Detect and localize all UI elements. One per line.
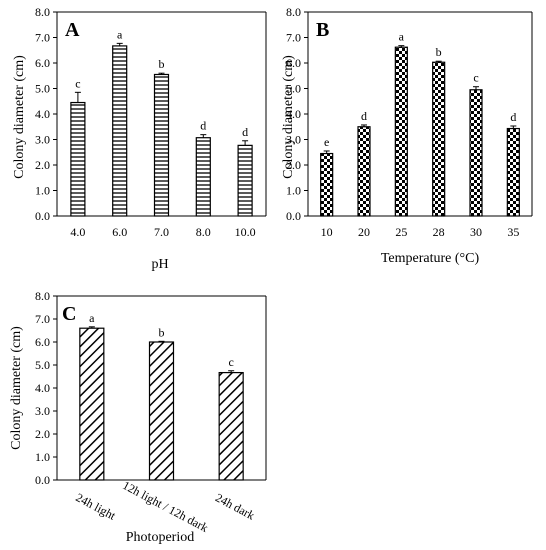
panel-a-significance-letter: a — [117, 27, 123, 41]
panel-b-y-tick-label: 4.0 — [286, 107, 301, 121]
panel-a-y-tick-label: 0.0 — [35, 209, 50, 223]
panel-a-bar — [195, 137, 211, 217]
panel-a-x-tick-label: 4.0 — [70, 225, 85, 239]
panel-a-significance-letter: c — [75, 76, 80, 90]
panel-b-significance-letter: e — [324, 135, 329, 149]
panel-b-y-tick-label: 1.0 — [286, 184, 301, 198]
panel-a-bar — [153, 73, 170, 217]
panel-b-x-tick-label: 28 — [433, 225, 445, 239]
panel-a-y-tick-label: 6.0 — [35, 56, 50, 70]
panel-a-y-tick-label: 1.0 — [35, 184, 50, 198]
panel-a-label: A — [65, 19, 80, 41]
panel-c-bar — [79, 327, 105, 481]
panel-a-y-tick-label: 5.0 — [35, 82, 50, 96]
panel-c-x-tick-label: 24h dark — [213, 490, 257, 522]
panel-b-significance-letter: d — [361, 109, 367, 123]
panel-a-y-tick-label: 7.0 — [35, 31, 50, 45]
panel-b-bar — [432, 61, 446, 217]
panel-c-y-tick-label: 0.0 — [35, 473, 50, 487]
panel-a-ylabel: Colony diameter (cm) — [12, 55, 27, 179]
panel-b-label: B — [316, 19, 329, 41]
panel-a-plot: 0.0 1.0 2.0 3.0 4.0 5.0 6.0 7.0 8.0 c 4.0 a 6.0 b 7.0 d… — [35, 5, 267, 239]
panel-a-x-tick-label: 8.0 — [196, 225, 211, 239]
panel-c-x-tick-label: 12h light / 12h dark — [120, 478, 210, 535]
panel-c-y-tick-label: 1.0 — [35, 450, 50, 464]
panel-b-xlabel: Temperature (°C) — [381, 251, 480, 266]
panel-b-significance-letter: d — [510, 110, 516, 124]
panel-b-x-tick-label: 10 — [321, 225, 333, 239]
panel-a-xlabel: pH — [151, 257, 168, 272]
panel-c-plot: 0.0 1.0 2.0 3.0 4.0 5.0 6.0 7.0 8.0 a 24h light b 12… — [35, 289, 267, 535]
panel-c: 0.0 1.0 2.0 3.0 4.0 5.0 6.0 7.0 8.0 a 24h light b 12… — [9, 289, 267, 545]
panel-b-significance-letter: c — [473, 71, 478, 85]
panel-b-y-tick-label: 5.0 — [286, 82, 301, 96]
panel-b-y-tick-label: 3.0 — [286, 133, 301, 147]
panel-c-xlabel: Photoperiod — [126, 530, 194, 545]
panel-c-bar — [148, 341, 175, 481]
panel-b-y-tick-label: 2.0 — [286, 158, 301, 172]
panel-c-y-tick-label: 8.0 — [35, 289, 50, 303]
panel-c-significance-letter: c — [229, 355, 234, 369]
panel-c-y-tick-label: 5.0 — [35, 358, 50, 372]
panel-a-bar — [70, 101, 86, 217]
panel-b-x-tick-label: 30 — [470, 225, 482, 239]
panel-a-y-tick-label: 2.0 — [35, 158, 50, 172]
panel-a-bar — [112, 45, 128, 217]
panel-b-y-tick-label: 7.0 — [286, 31, 301, 45]
panel-b-x-tick-label: 25 — [395, 225, 407, 239]
panel-c-y-tick-label: 4.0 — [35, 381, 50, 395]
panel-a-x-tick-label: 6.0 — [112, 225, 127, 239]
panel-a-significance-letter: d — [242, 125, 248, 139]
panel-c-y-tick-label: 7.0 — [35, 312, 50, 326]
panel-c-x-tick-label: 24h light — [73, 490, 118, 523]
panel-b-y-tick-label: 8.0 — [286, 5, 301, 19]
panel-b-x-tick-label: 20 — [358, 225, 370, 239]
panel-b-bar — [469, 89, 483, 217]
panel-b-bar — [506, 127, 520, 217]
panel-b-bar — [394, 46, 408, 217]
panel-b-y-tick-label: 0.0 — [286, 209, 301, 223]
panel-c-y-tick-label: 2.0 — [35, 427, 50, 441]
panel-b: 0.0 1.0 2.0 3.0 4.0 5.0 6.0 7.0 8.0 e 10 d 20 a 25 b 28 c… — [281, 5, 533, 266]
panel-c-bar — [218, 371, 244, 481]
panel-b-significance-letter: b — [436, 45, 442, 59]
panel-a-significance-letter: d — [200, 119, 206, 133]
panel-b-y-tick-label: 6.0 — [286, 56, 301, 70]
panel-c-significance-letter: b — [159, 325, 165, 339]
panel-b-ylabel: Colony diameter (cm) — [281, 55, 296, 179]
panel-a-bar — [237, 144, 253, 217]
panel-b-x-tick-label: 35 — [507, 225, 519, 239]
panel-a-y-tick-label: 4.0 — [35, 107, 50, 121]
panel-a-x-tick-label: 10.0 — [235, 225, 256, 239]
panel-c-y-tick-label: 6.0 — [35, 335, 50, 349]
panel-a: 0.0 1.0 2.0 3.0 4.0 5.0 6.0 7.0 8.0 c 4.0 a 6.0 b 7.0 d… — [12, 5, 267, 272]
panel-b-bar — [320, 152, 334, 217]
panel-a-x-tick-label: 7.0 — [154, 225, 169, 239]
panel-c-ylabel: Colony diameter (cm) — [9, 326, 24, 450]
panel-c-significance-letter: a — [89, 311, 95, 325]
panel-b-significance-letter: a — [399, 30, 405, 44]
panel-a-significance-letter: b — [159, 57, 165, 71]
panel-c-y-tick-label: 3.0 — [35, 404, 50, 418]
panel-c-label: C — [62, 303, 76, 325]
panel-b-bar — [357, 126, 371, 217]
panel-b-plot: 0.0 1.0 2.0 3.0 4.0 5.0 6.0 7.0 8.0 e 10 d 20 a 25 b 28 c… — [286, 5, 533, 239]
panel-a-y-tick-label: 3.0 — [35, 133, 50, 147]
panel-a-y-tick-label: 8.0 — [35, 5, 50, 19]
